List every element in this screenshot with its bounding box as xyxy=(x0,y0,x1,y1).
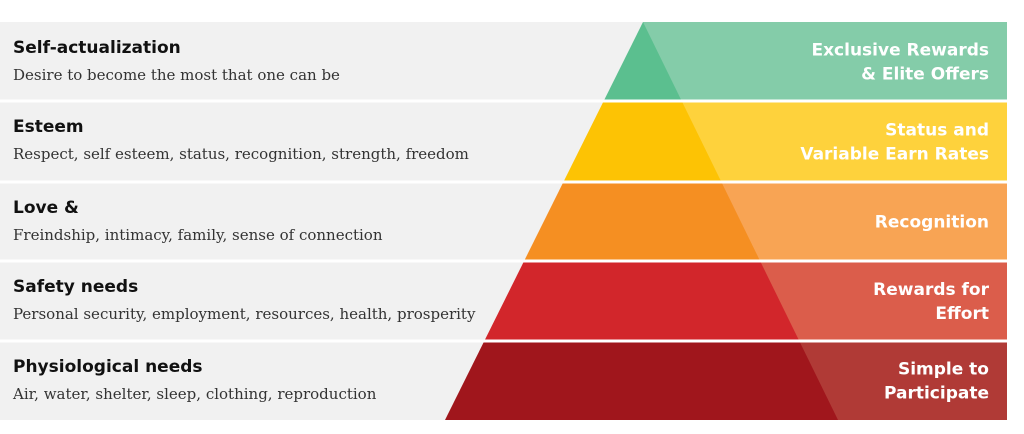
reward-label: & Elite Offers xyxy=(861,65,989,85)
reward-label: Recognition xyxy=(875,213,989,233)
pyramid-tier xyxy=(524,182,761,261)
tier-title: Safety needs xyxy=(13,277,138,297)
reward-label: Simple to xyxy=(898,360,989,380)
tier-row: Safety needs Personal security, employmen… xyxy=(0,261,1007,341)
tier-description: Air, water, shelter, sleep, clothing, re… xyxy=(12,385,377,403)
tier-row: Esteem Respect, self esteem, status, reco… xyxy=(0,101,1007,182)
tier-row-background xyxy=(0,101,643,182)
tier-title: Love & xyxy=(13,198,79,218)
reward-label: Status and xyxy=(885,121,989,141)
tier-title: Self-actualization xyxy=(13,38,181,58)
reward-label: Participate xyxy=(884,384,989,404)
tier-title: Esteem xyxy=(13,117,84,137)
tier-description: Respect, self esteem, status, recognitio… xyxy=(13,145,469,163)
pyramid-tier xyxy=(445,341,838,420)
reward-label: Rewards for xyxy=(873,280,989,300)
tier-row: Love & Freindship, intimacy, family, sens… xyxy=(0,182,1007,261)
tier-row: Self-actualization Desire to become the m… xyxy=(0,22,1007,101)
reward-label: Exclusive Rewards xyxy=(811,41,989,61)
tier-row: Physiological needs Air, water, shelter, … xyxy=(0,341,1007,420)
pyramid-tier xyxy=(484,261,800,341)
tier-description: Desire to become the most that one can b… xyxy=(13,66,340,84)
reward-label: Variable Earn Rates xyxy=(800,145,989,165)
tier-row-background xyxy=(0,22,643,101)
tier-title: Physiological needs xyxy=(13,357,203,377)
reward-label: Effort xyxy=(935,304,989,324)
tier-description: Freindship, intimacy, family, sense of c… xyxy=(13,226,383,244)
pyramid-tier xyxy=(563,101,722,182)
pyramid-tier xyxy=(603,22,682,101)
tier-description: Personal security, employment, resources… xyxy=(13,305,476,323)
reward-panel xyxy=(643,22,1007,101)
